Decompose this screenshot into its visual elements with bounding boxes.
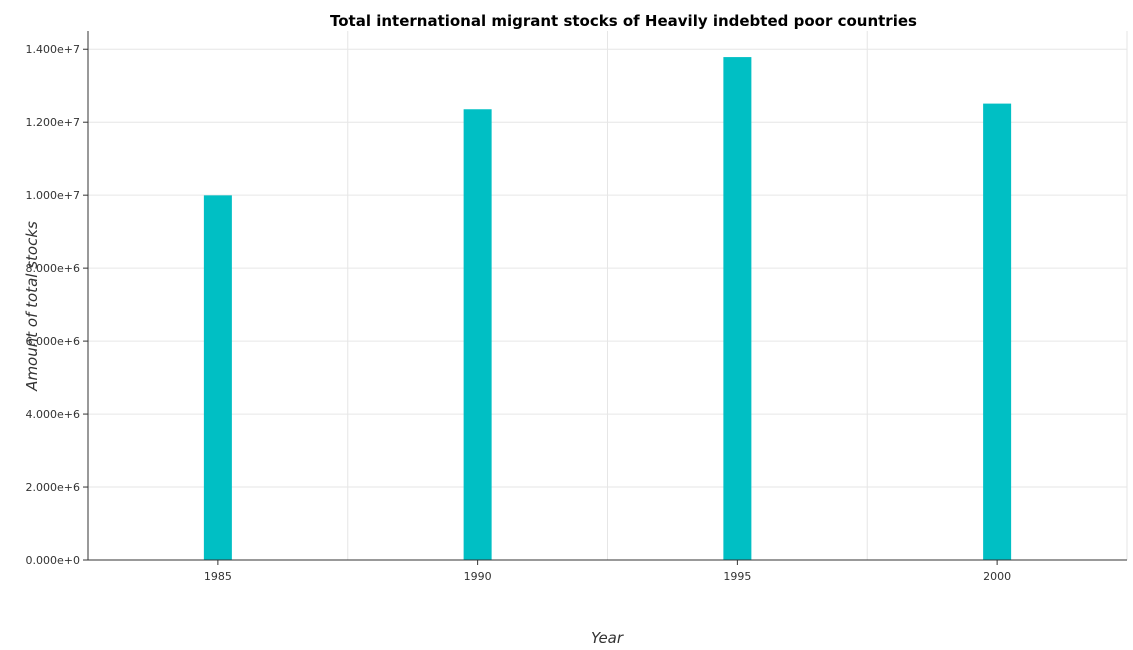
bar-1985 xyxy=(203,195,232,560)
x-tick-label: 1990 xyxy=(464,570,492,583)
grid-lines xyxy=(87,31,1128,561)
y-axis-label: Amount of total stocks xyxy=(23,221,41,392)
y-tick-label: 0.000e+0 xyxy=(26,554,80,567)
axes xyxy=(83,31,1127,565)
bars xyxy=(203,57,1012,560)
y-tick-labels: 0.000e+0 2.000e+6 4.000e+6 6.000e+6 8.000e+6… xyxy=(26,43,80,567)
y-tick-label: 1.200e+7 xyxy=(26,116,80,129)
chart-title: Total international migrant stocks of He… xyxy=(330,12,917,30)
y-tick-label: 8.000e+6 xyxy=(26,262,80,275)
bar-2000 xyxy=(983,103,1012,560)
x-tick-labels: 1985 1990 1995 2000 xyxy=(204,570,1011,583)
y-tick-label: 4.000e+6 xyxy=(26,408,80,421)
bar-1990 xyxy=(463,109,492,560)
x-tick-label: 1995 xyxy=(723,570,751,583)
y-tick-label: 1.000e+7 xyxy=(26,189,80,202)
y-tick-label: 2.000e+6 xyxy=(26,481,80,494)
y-tick-label: 6.000e+6 xyxy=(26,335,80,348)
bar-1995 xyxy=(723,57,752,560)
x-tick-label: 2000 xyxy=(983,570,1011,583)
y-tick-label: 1.400e+7 xyxy=(26,43,80,56)
x-tick-label: 1985 xyxy=(204,570,232,583)
x-axis-label: Year xyxy=(591,629,624,647)
